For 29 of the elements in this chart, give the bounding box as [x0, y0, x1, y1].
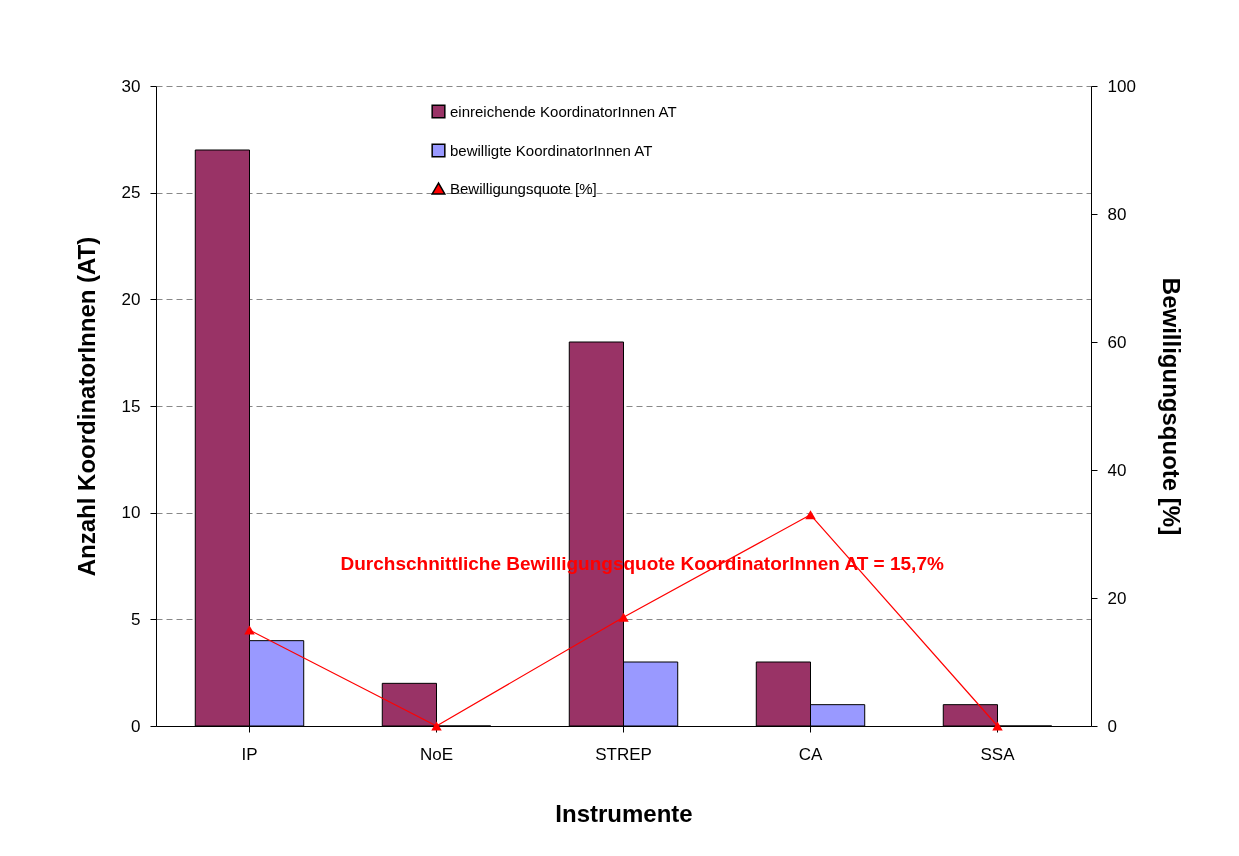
y2-tick-label: 20	[1107, 588, 1127, 608]
y2-tick-label: 40	[1107, 460, 1127, 480]
point	[244, 625, 255, 635]
point	[992, 721, 1003, 731]
point	[805, 510, 816, 520]
y-tick-label: 20	[121, 289, 141, 309]
y-tick-label: 0	[131, 716, 141, 736]
legend-label: bewilligte KoordinatorInnen AT	[450, 141, 653, 159]
point	[431, 721, 442, 731]
y2-tick-label: 60	[1107, 332, 1127, 352]
y-tick-label: 25	[121, 183, 141, 203]
y-tick-label: 10	[121, 503, 141, 523]
y-tick-label: 15	[121, 396, 141, 416]
y-axis-title: Anzahl KoordinatorInnen (AT)	[72, 236, 100, 577]
y2-tick-label: 80	[1107, 204, 1127, 224]
y-tick-label: 30	[121, 76, 141, 96]
x-tick-label: CA	[798, 744, 823, 764]
x-tick-label: IP	[241, 744, 258, 764]
y2-tick-label: 0	[1107, 716, 1117, 736]
legend-label: einreichende KoordinatorInnen AT	[450, 102, 677, 120]
x-tick-label: NoE	[419, 744, 454, 764]
x-tick-label: SSA	[980, 744, 1016, 764]
legend-label: Bewilligungsquote [%]	[450, 179, 597, 197]
point	[618, 612, 629, 622]
x-tick-label: STREP	[595, 744, 652, 764]
y-tick-label: 5	[131, 609, 141, 629]
y2-axis-title: Bewilligungsquote [%]	[1157, 277, 1185, 536]
y2-tick-label: 100	[1107, 76, 1136, 96]
x-axis-title: Instrumente	[555, 799, 693, 827]
